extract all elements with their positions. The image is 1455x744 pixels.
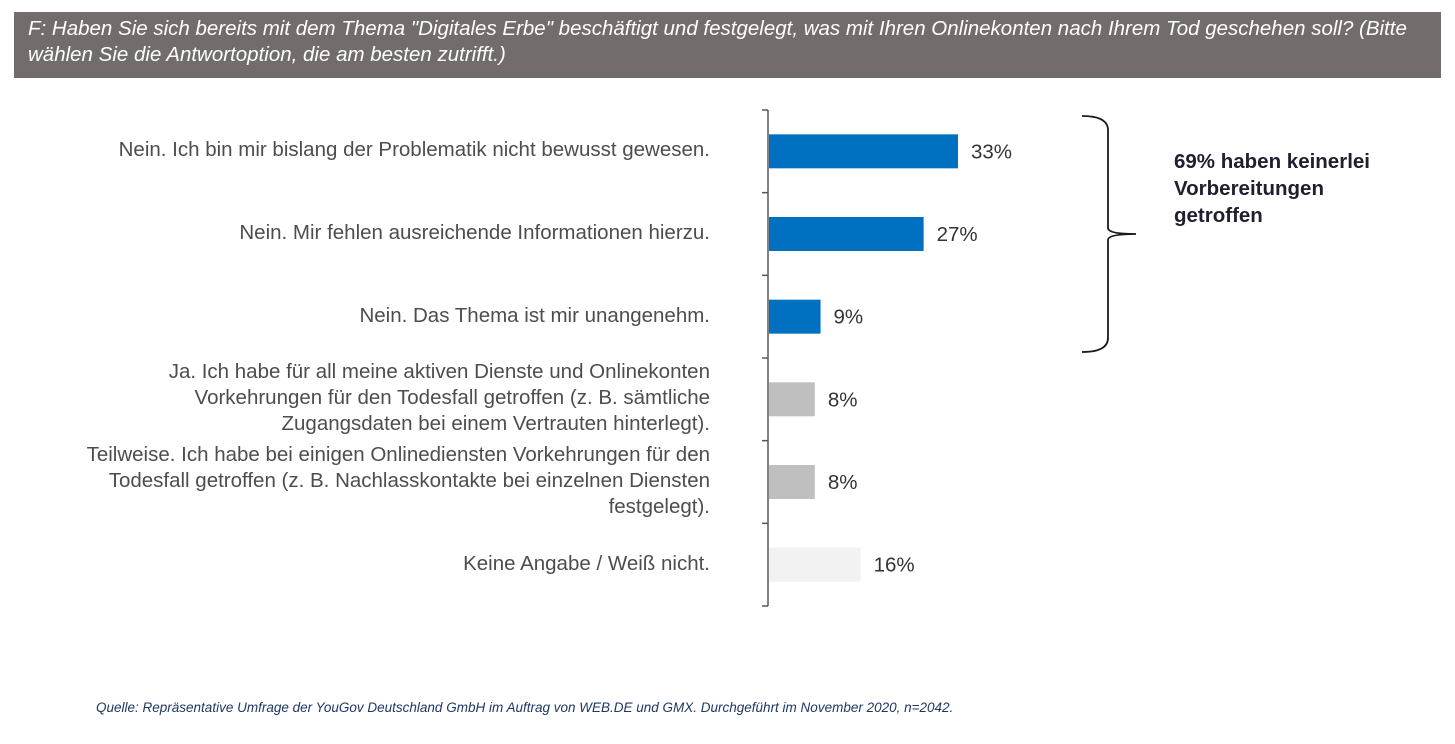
category-label: Nein. Mir fehlen ausreichende Informatio… xyxy=(239,221,710,244)
data-label: 8% xyxy=(828,388,858,411)
category-label: Ja. Ich habe für all meine aktiven Diens… xyxy=(168,360,710,436)
bar xyxy=(769,465,815,499)
data-label: 16% xyxy=(874,554,915,577)
bar xyxy=(769,299,821,334)
bar xyxy=(769,382,815,417)
bracket-annotation: 69% haben keinerlei Vorbereitungen getro… xyxy=(1174,150,1370,227)
question-header: F: Haben Sie sich bereits mit dem Thema … xyxy=(14,12,1441,78)
category-label: Teilweise. Ich habe bei einigen Onlinedi… xyxy=(86,443,710,518)
data-label: 33% xyxy=(971,140,1012,163)
data-label: 8% xyxy=(828,471,858,494)
bar xyxy=(769,134,958,169)
question-text: F: Haben Sie sich bereits mit dem Thema … xyxy=(28,17,1407,66)
category-label: Nein. Das Thema ist mir unangenehm. xyxy=(359,303,710,327)
bar xyxy=(769,217,924,251)
source-note: Quelle: Repräsentative Umfrage der YouGo… xyxy=(96,700,954,715)
data-label: 9% xyxy=(834,306,864,329)
curly-bracket xyxy=(1081,115,1137,353)
category-label: Keine Angabe / Weiß nicht. xyxy=(463,551,710,575)
bar xyxy=(769,547,861,582)
category-label: Nein. Ich bin mir bislang der Problemati… xyxy=(118,138,710,162)
data-label: 27% xyxy=(937,223,978,246)
